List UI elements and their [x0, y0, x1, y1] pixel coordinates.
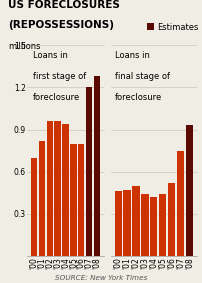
Bar: [46, 121, 53, 256]
Bar: [167, 183, 174, 256]
Text: first stage of: first stage of: [33, 72, 86, 81]
Text: (REPOSSESSIONS): (REPOSSESSIONS): [8, 20, 114, 30]
Bar: [114, 192, 121, 256]
Bar: [149, 197, 157, 256]
Bar: [185, 125, 192, 256]
Bar: [132, 186, 139, 256]
Bar: [123, 190, 130, 256]
Bar: [93, 76, 100, 256]
Text: US FORECLOSURES: US FORECLOSURES: [8, 0, 119, 10]
Text: SOURCE: New York Times: SOURCE: New York Times: [55, 275, 147, 281]
Bar: [62, 124, 68, 256]
Bar: [176, 151, 183, 256]
Text: foreclosure: foreclosure: [114, 93, 161, 102]
Bar: [158, 194, 165, 256]
Bar: [54, 121, 61, 256]
Text: final stage of: final stage of: [114, 72, 169, 81]
Text: Loans in: Loans in: [114, 51, 149, 59]
Bar: [39, 141, 45, 256]
Text: Loans in: Loans in: [33, 51, 67, 59]
Legend: Estimates: Estimates: [147, 23, 198, 32]
Bar: [70, 144, 76, 256]
Text: millions: millions: [8, 42, 40, 51]
Bar: [78, 144, 84, 256]
Bar: [85, 87, 92, 256]
Bar: [141, 194, 148, 256]
Text: foreclosure: foreclosure: [33, 93, 80, 102]
Bar: [31, 158, 37, 256]
